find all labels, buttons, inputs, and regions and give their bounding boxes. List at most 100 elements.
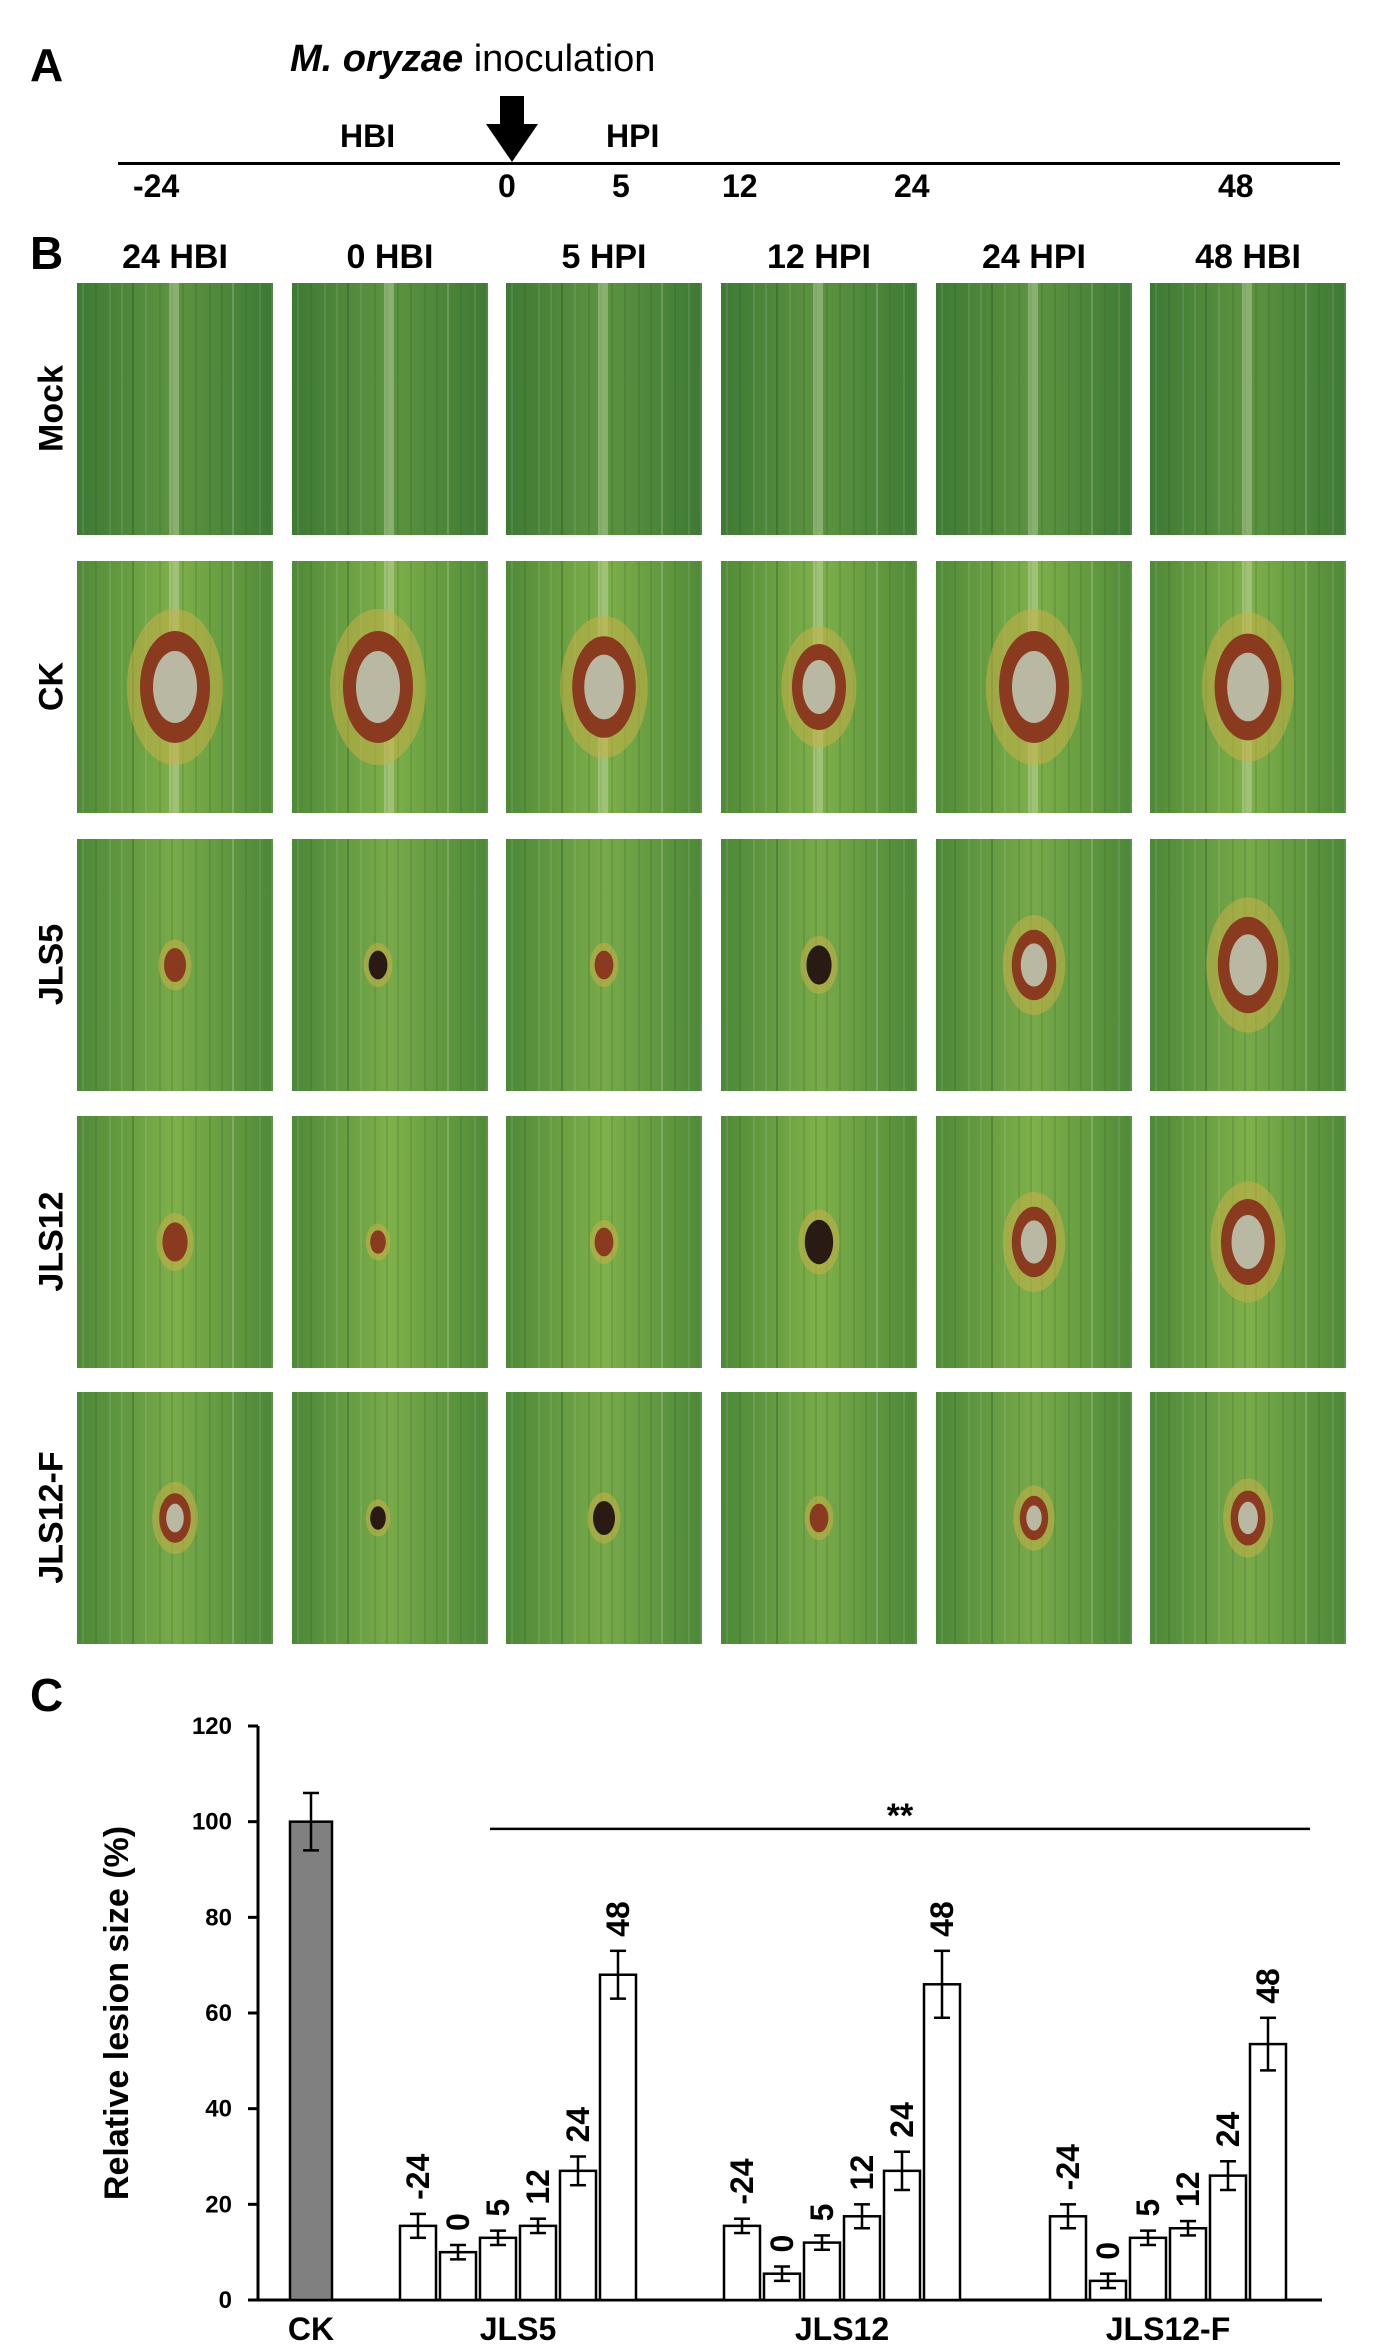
leaf-photo — [506, 1116, 702, 1368]
bar — [478, 2236, 518, 2302]
leaf-photo — [77, 561, 273, 813]
leaf-photo — [77, 1116, 273, 1368]
leaf-photo — [936, 1116, 1132, 1368]
leaf-photo — [77, 283, 273, 535]
timeline-tick-0: 0 — [498, 168, 516, 204]
y-tick-label: 20 — [205, 2191, 232, 2218]
leaf-photo — [721, 1116, 917, 1368]
timeline-axis — [118, 162, 1340, 165]
bar-data-label: 5 — [480, 2199, 516, 2217]
timeline-tick--24: -24 — [133, 168, 180, 204]
panel-a-letter: A — [30, 39, 64, 91]
leaf-photo — [1150, 1116, 1346, 1368]
leaf-photo — [936, 1392, 1132, 1644]
bar — [1168, 2227, 1208, 2302]
y-tick-label: 120 — [192, 1713, 232, 1740]
leaf-photo — [506, 561, 702, 813]
bar-data-label: -24 — [400, 2153, 436, 2199]
bar-data-label: 24 — [560, 2107, 596, 2143]
row-label: JLS12-F — [32, 1451, 71, 1584]
leaf-photo — [506, 1392, 702, 1644]
bar — [598, 1973, 638, 2302]
bar-data-label: 48 — [1250, 1968, 1286, 2004]
group-label: JLS5 — [480, 2311, 556, 2344]
bar-data-label: 12 — [844, 2155, 880, 2191]
y-tick-label: 0 — [219, 2287, 232, 2314]
leaf-photo — [721, 283, 917, 535]
bar-data-label: 24 — [1210, 2111, 1246, 2147]
bar — [288, 1820, 334, 2302]
pathogen-name: M. oryzae — [290, 38, 464, 80]
bar — [518, 2224, 558, 2302]
panel-b-letter: B — [30, 227, 64, 279]
y-tick-label: 100 — [192, 1809, 232, 1836]
column-header: 48 HBI — [1195, 238, 1301, 276]
y-axis-label: Relative lesion size (%) — [98, 1826, 136, 2200]
leaf-photo — [77, 839, 273, 1091]
column-header: 0 HBI — [346, 238, 434, 276]
leaf-photo — [721, 561, 917, 813]
significance-marker: ** — [887, 1797, 914, 1835]
leaf-photo — [292, 561, 488, 813]
row-label: Mock — [32, 365, 71, 452]
hpi-label: HPI — [606, 118, 660, 154]
inoculation-arrow-icon — [486, 96, 538, 162]
leaf-photo — [506, 839, 702, 1091]
bar — [922, 1983, 962, 2302]
bar-data-label: 48 — [924, 1901, 960, 1937]
column-header: 24 HPI — [982, 238, 1086, 276]
bar-data-label: 0 — [440, 2213, 476, 2231]
leaf-photo — [77, 1392, 273, 1644]
inoculation-word: inoculation — [463, 38, 656, 80]
leaf-photo — [506, 283, 702, 535]
bar-data-label: 5 — [804, 2204, 840, 2222]
bar-data-label: 0 — [1090, 2242, 1126, 2260]
leaf-photo — [936, 561, 1132, 813]
bar — [1208, 2174, 1248, 2302]
leaf-photo — [292, 1392, 488, 1644]
bar — [722, 2224, 762, 2302]
y-tick-label: 60 — [205, 2000, 232, 2027]
y-tick-label: 80 — [205, 1904, 232, 1931]
leaf-photo — [1150, 839, 1346, 1091]
inoculation-title: M. oryzae inoculation — [290, 38, 655, 81]
bar-data-label: -24 — [724, 2158, 760, 2204]
leaf-photo — [936, 839, 1132, 1091]
leaf-photo — [292, 283, 488, 535]
bar — [1128, 2236, 1168, 2302]
bar-data-label: 48 — [600, 1901, 636, 1937]
leaf-photo — [292, 1116, 488, 1368]
timeline-tick-5: 5 — [612, 168, 630, 204]
row-label: JLS12 — [32, 1191, 71, 1292]
timeline-tick-48: 48 — [1218, 168, 1254, 204]
leaf-photo — [721, 1392, 917, 1644]
bar — [842, 2215, 882, 2302]
bar — [1248, 2042, 1288, 2302]
row-label: JLS5 — [32, 923, 71, 1006]
bar — [1048, 2215, 1088, 2302]
column-header: 5 HPI — [561, 238, 647, 276]
leaf-photo — [1150, 1392, 1346, 1644]
bar-data-label: 24 — [884, 2102, 920, 2138]
panel-c-letter: C — [30, 1669, 64, 1721]
bar-data-label: 12 — [1170, 2171, 1206, 2207]
leaf-photo — [721, 839, 917, 1091]
column-header: 24 HBI — [122, 238, 228, 276]
hbi-label: HBI — [340, 118, 396, 154]
leaf-photo — [936, 283, 1132, 535]
bar-data-label: -24 — [1050, 2144, 1086, 2190]
leaf-photo — [1150, 283, 1346, 535]
leaf-photo — [1150, 561, 1346, 813]
row-label: CK — [32, 661, 71, 712]
bar-data-label: 5 — [1130, 2199, 1166, 2217]
group-label: JLS12 — [795, 2311, 889, 2344]
leaf-photo — [292, 839, 488, 1091]
timeline-tick-24: 24 — [894, 168, 930, 204]
group-label: JLS12-F — [1106, 2311, 1230, 2344]
bar — [802, 2241, 842, 2302]
bar-data-label: 12 — [520, 2169, 556, 2205]
y-tick-label: 40 — [205, 2096, 232, 2123]
bar-data-label: 0 — [764, 2235, 800, 2253]
column-header: 12 HPI — [767, 238, 871, 276]
